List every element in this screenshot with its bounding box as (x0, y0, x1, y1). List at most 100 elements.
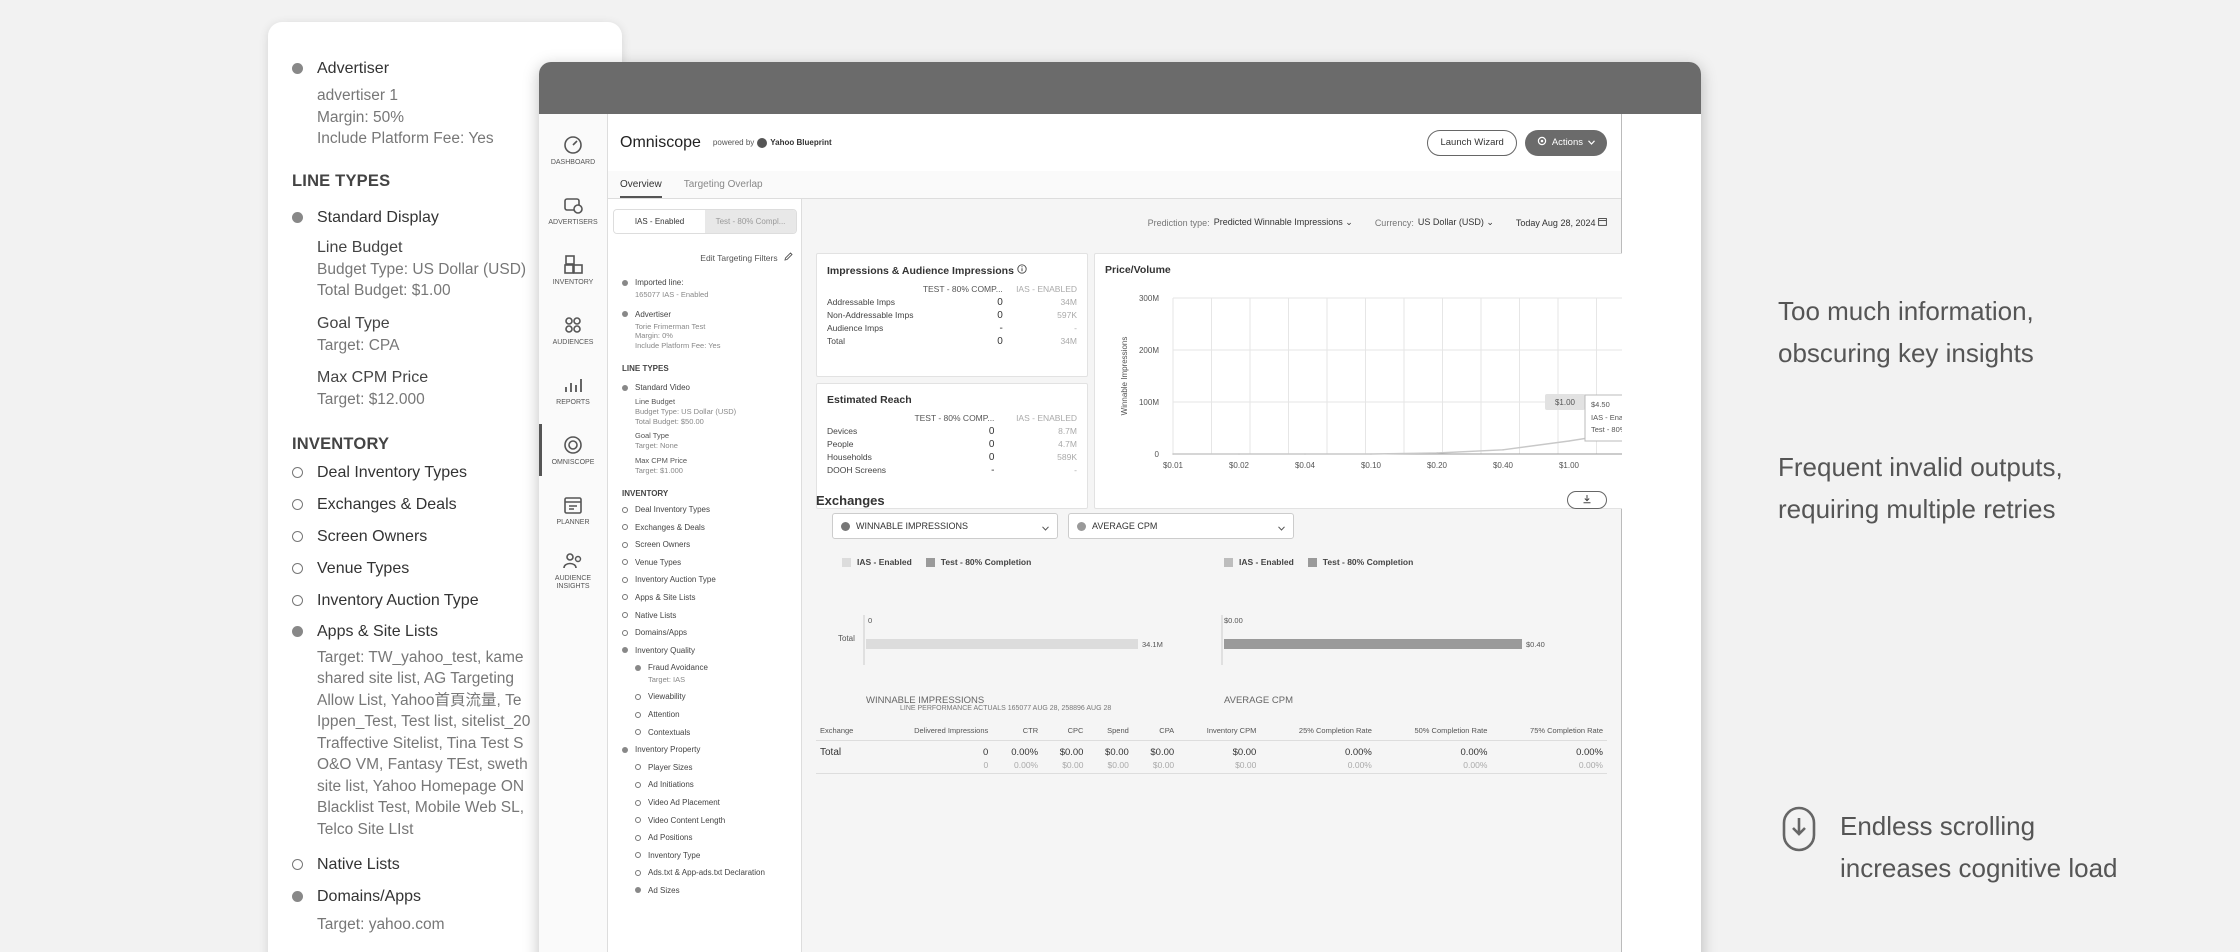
advertisers-icon (562, 194, 584, 216)
summary-inventory-item: Apps & Site Lists (622, 592, 795, 603)
metric-label: Devices (827, 426, 858, 436)
imported-line-item: Imported line: (622, 277, 795, 288)
nav-item-label: DASHBOARD (550, 158, 596, 166)
filled-dot-icon (292, 891, 303, 902)
nav-item-label: ADVERTISERS (548, 218, 598, 226)
native-lists-label: Native Lists (317, 856, 400, 873)
summary-inventory-label: Deal Inventory Types (635, 505, 711, 514)
bar-average-cpm (1224, 639, 1522, 649)
summary-budget-line: Budget Type: US Dollar (USD) (635, 407, 737, 416)
max-cpm-target: Target: $12.000 (317, 391, 425, 408)
line-type-item: Standard Display (292, 207, 598, 229)
filled-dot-icon (622, 279, 628, 286)
summary-line-type-item: Standard Video (622, 382, 795, 393)
empty-dot-icon (635, 764, 641, 771)
impressions-card: Impressions & Audience Impressions TEST … (816, 253, 1088, 377)
summary-inventory-item: Venue Types (622, 557, 795, 568)
x-tick-label: $0.01 (1163, 461, 1184, 470)
cell-value: $0.00 (1105, 747, 1129, 758)
planner-icon (562, 494, 584, 516)
reach-col-ias: IAS - ENABLED (1016, 413, 1077, 423)
empty-dot-icon (292, 594, 303, 606)
filled-dot-icon (622, 746, 628, 753)
summary-inventory-item: Player Sizes (622, 762, 795, 773)
targeting-summary: IAS - Enabled Test - 80% Compl... Edit T… (608, 199, 802, 952)
summary-inventory-label: Ad Sizes (648, 885, 680, 895)
currency-label: Currency: (1374, 217, 1414, 228)
filled-dot-icon (635, 887, 641, 894)
empty-dot-icon (635, 729, 641, 736)
goal-type-title: Goal Type (317, 314, 390, 332)
nav-item-label: AUDIENCES (552, 338, 594, 346)
nav-item-planner[interactable]: PLANNER (539, 480, 607, 540)
info-icon[interactable] (1017, 264, 1027, 277)
goal-target: Target: CPA (317, 336, 400, 354)
filled-dot-icon (622, 311, 628, 317)
nav-item-audience-insights[interactable]: AUDIENCE INSIGHTS (539, 540, 607, 600)
summary-inventory-item: Native Lists (622, 610, 795, 621)
app-body: DASHBOARD ADVERTISERS INVENTORY AUDIENCES RE… (539, 114, 1701, 952)
app-window: DASHBOARD ADVERTISERS INVENTORY AUDIENCES RE… (539, 62, 1701, 952)
x-tick-label: $0.20 (1427, 461, 1448, 470)
table-cell: 0.00% 0.00% (1491, 740, 1607, 774)
tab-overview[interactable]: Overview (620, 171, 662, 198)
tab-targeting-overlap[interactable]: Targeting Overlap (683, 179, 763, 190)
segment-test-completion[interactable]: Test - 80% Compl... (705, 210, 796, 233)
summary-inventory-sub: Target: IAS (648, 675, 686, 685)
metric-label: Addressable Imps (827, 297, 896, 307)
actions-button[interactable]: Actions (1524, 129, 1607, 156)
summary-inventory-label: Inventory Auction Type (635, 575, 716, 585)
date-picker[interactable]: Today Aug 28, 2024 (1516, 217, 1607, 228)
domains-apps-label: Domains/Apps (317, 888, 422, 905)
nav-item-inventory[interactable]: INVENTORY (539, 240, 607, 300)
edit-filters-label: Edit Targeting Filters (700, 253, 778, 263)
summary-goal-target: Target: None (635, 441, 678, 450)
nav-item-omniscope[interactable]: OMNISCOPE (539, 420, 607, 480)
download-button[interactable] (1567, 491, 1607, 509)
summary-inventory-item: Inventory Property (622, 744, 795, 755)
max-cpm-title: Max CPM Price (317, 369, 429, 386)
metric-label: Total (827, 336, 845, 346)
nav-item-advertisers[interactable]: ADVERTISERS (539, 180, 607, 240)
callout-3-line-2: increases cognitive load (1840, 853, 2118, 883)
inventory-item: Venue Types (292, 558, 598, 580)
audiences-icon (562, 314, 584, 336)
empty-dot-icon (635, 799, 641, 806)
metric-value-test: 0 (988, 426, 995, 437)
prediction-type-select[interactable]: Predicted Winnable Impressions ⌄ (1214, 217, 1353, 228)
domains-apps-item: Domains/Apps (292, 886, 598, 908)
nav-item-audiences[interactable]: AUDIENCES (539, 300, 607, 360)
nav-item-dashboard[interactable]: DASHBOARD (539, 120, 607, 180)
metric-dropdown-right[interactable]: AVERAGE CPM (1068, 513, 1294, 539)
series-point (1436, 452, 1438, 454)
empty-dot-icon (622, 612, 628, 619)
brand-name: Yahoo Blueprint (770, 138, 832, 147)
inventory-item: Deal Inventory Types (292, 462, 598, 484)
segment-ias-enabled[interactable]: IAS - Enabled (614, 210, 705, 233)
x-tick-label: $0.10 (1361, 461, 1382, 470)
series-point (1172, 453, 1174, 455)
series-line (1173, 429, 1636, 455)
window-titlebar (539, 62, 1701, 114)
edit-targeting-filters-link[interactable]: Edit Targeting Filters (608, 234, 801, 263)
right-axis-title: AVERAGE CPM (1224, 695, 1293, 706)
empty-dot-icon (292, 562, 303, 574)
line-performance-title: LINE PERFORMANCE ACTUALS 165077 AUG 28, … (900, 705, 1112, 712)
summary-advertiser-item: Advertiser (622, 309, 795, 320)
cell-sub-value: 0.00% (1463, 760, 1488, 770)
column-header: Exchange (816, 726, 875, 741)
summary-inventory-item: Viewability (622, 691, 795, 702)
chart-title: Price/Volume (1105, 264, 1171, 276)
price-volume-card: Price/Volume 0 100M 200M 300M $0.01 $0.02 $0.0… (1094, 253, 1701, 509)
table-row: Households 0 589K (827, 451, 1077, 464)
launch-wizard-button[interactable]: Launch Wizard (1427, 129, 1517, 156)
callout-3-line-1: Endless scrolling (1840, 811, 2036, 841)
currency-select[interactable]: US Dollar (USD) ⌄ (1418, 217, 1494, 228)
y-tick-label: 200M (1139, 346, 1159, 355)
nav-item-reports[interactable]: REPORTS (539, 360, 607, 420)
metric-dropdown-left[interactable]: WINNABLE IMPRESSIONS (832, 513, 1058, 539)
cell-value: 0 (982, 747, 989, 758)
reports-icon (562, 374, 584, 396)
metric-label: People (827, 439, 854, 449)
empty-dot-icon (292, 466, 303, 478)
